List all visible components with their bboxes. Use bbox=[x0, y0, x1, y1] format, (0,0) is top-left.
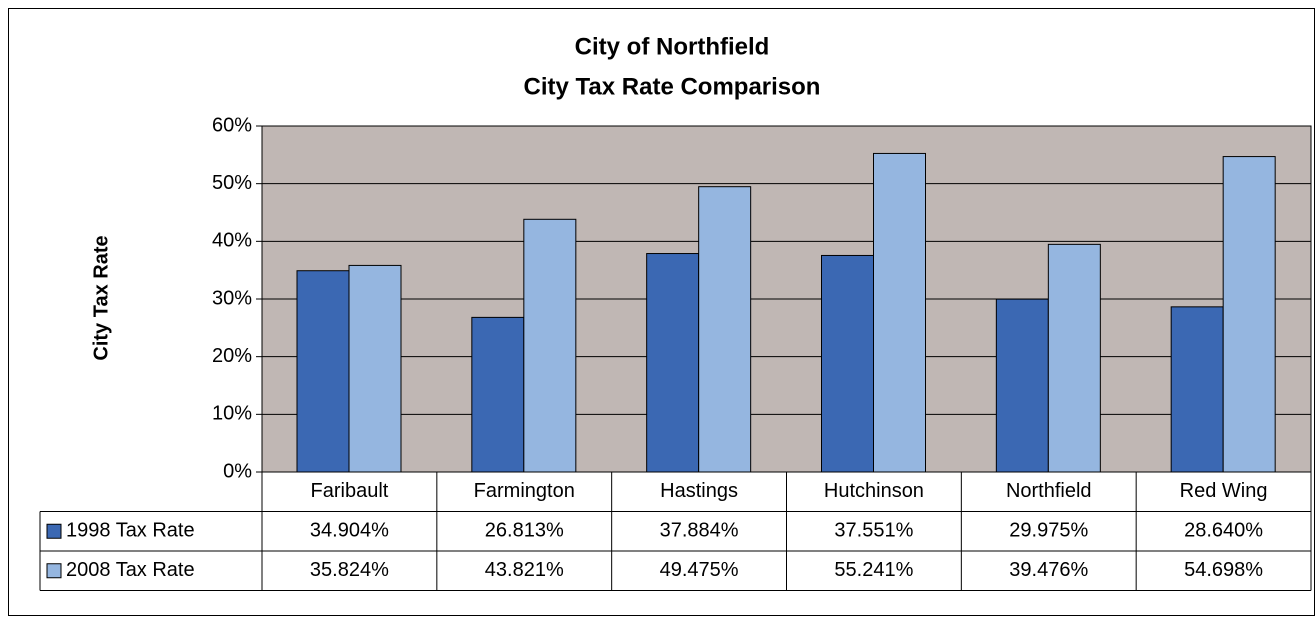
data-table-value: 55.241% bbox=[834, 559, 913, 581]
data-table-value: 34.904% bbox=[310, 520, 389, 542]
data-table-value: 37.551% bbox=[834, 520, 913, 542]
x-tick-label: Northfield bbox=[1006, 480, 1092, 502]
y-tick-label: 10% bbox=[212, 403, 252, 425]
data-table-value: 43.821% bbox=[485, 559, 564, 581]
bar bbox=[1170, 306, 1224, 473]
data-table-value: 54.698% bbox=[1184, 559, 1263, 581]
x-tick-label: Faribault bbox=[311, 480, 389, 502]
legend-label: 2008 Tax Rate bbox=[66, 559, 195, 581]
chart-subtitle: City Tax Rate Comparison bbox=[524, 73, 821, 100]
x-tick-label: Farmington bbox=[474, 480, 575, 502]
bar bbox=[1047, 243, 1101, 473]
chart-title: City of Northfield bbox=[575, 33, 770, 60]
bar bbox=[348, 264, 402, 473]
data-table-value: 29.975% bbox=[1009, 520, 1088, 542]
legend-swatch bbox=[46, 523, 62, 539]
data-table-value: 26.813% bbox=[485, 520, 564, 542]
bar bbox=[646, 253, 700, 473]
bar bbox=[995, 298, 1049, 473]
bar bbox=[873, 152, 926, 473]
data-table-value: 39.476% bbox=[1009, 559, 1088, 581]
bar bbox=[698, 186, 752, 473]
data-table-value: 35.824% bbox=[310, 559, 389, 581]
x-tick-label: Hutchinson bbox=[824, 480, 924, 502]
bar bbox=[523, 218, 577, 473]
bar bbox=[471, 316, 525, 473]
legend-label: 1998 Tax Rate bbox=[66, 520, 195, 542]
data-table-value: 49.475% bbox=[660, 559, 739, 581]
y-tick-label: 60% bbox=[212, 114, 252, 136]
bar bbox=[296, 270, 350, 473]
y-axis-label: City Tax Rate bbox=[90, 235, 112, 360]
y-tick-label: 0% bbox=[223, 460, 252, 482]
y-tick-label: 30% bbox=[212, 287, 252, 309]
y-tick-label: 40% bbox=[212, 230, 252, 252]
data-table-value: 28.640% bbox=[1184, 520, 1263, 542]
y-tick-label: 20% bbox=[212, 345, 252, 367]
y-tick-label: 50% bbox=[212, 172, 252, 194]
x-tick-label: Hastings bbox=[660, 480, 738, 502]
bar bbox=[821, 254, 874, 473]
x-tick-label: Red Wing bbox=[1180, 480, 1268, 502]
legend-swatch bbox=[46, 563, 62, 579]
data-table-value: 37.884% bbox=[660, 520, 739, 542]
bar bbox=[1222, 156, 1276, 473]
